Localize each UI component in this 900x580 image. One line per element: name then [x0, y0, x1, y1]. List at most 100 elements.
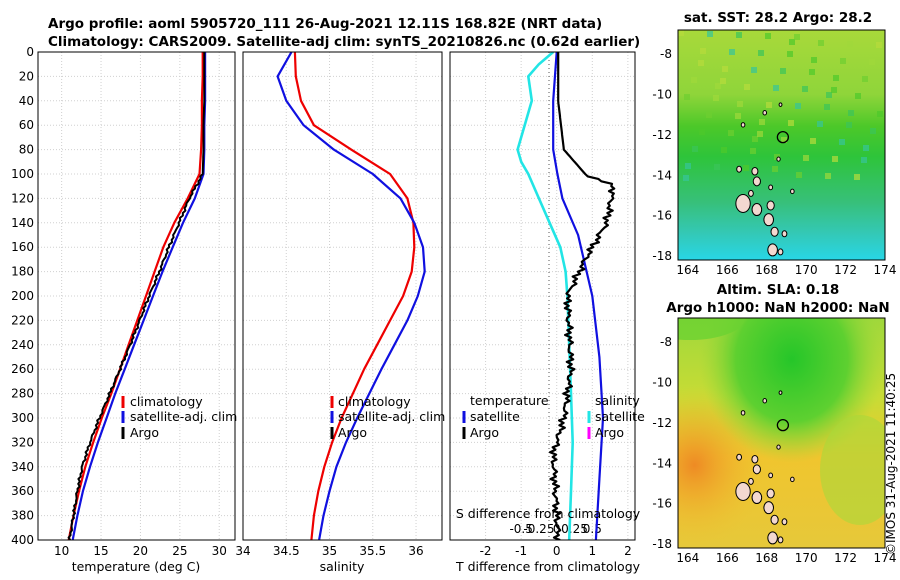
sst-pixel: [833, 75, 839, 81]
depth-tick-label: 280: [11, 387, 34, 401]
island: [748, 477, 754, 485]
sst-pixel: [722, 66, 728, 72]
sst-pixel: [796, 172, 802, 178]
sla-map-title-line1: Altim. SLA: 0.18: [717, 282, 839, 298]
depth-tick-label: 240: [11, 338, 34, 352]
sst-pixel: [840, 58, 846, 64]
temperature-panel: 0 20 40 60 80 100 120 140 160 180 200 220 240 260 280 3…: [11, 45, 237, 574]
sst-pixel: [854, 174, 860, 180]
island: [748, 189, 754, 197]
sst-pixel: [728, 130, 734, 136]
island: [776, 156, 781, 162]
top-tick-label: 0.25: [561, 522, 588, 536]
x-tick-label: -2: [480, 544, 492, 558]
difference-axes-box: [449, 51, 636, 541]
sst-pixel: [683, 175, 689, 181]
temperature-legend: climatology satellite-adj. clim Argo: [121, 394, 237, 440]
legend-climatology: climatology: [338, 394, 411, 409]
island: [777, 536, 784, 544]
lat-tick-label: -16: [652, 209, 672, 223]
island: [768, 184, 774, 191]
x-tick-label: 30: [212, 544, 227, 558]
island: [776, 444, 781, 450]
temperature-tick-labels: 10 15 20 25 30: [54, 544, 227, 558]
lat-tick-label: -10: [652, 88, 672, 102]
island: [751, 491, 763, 505]
imos-watermark: ©IMOS 31-Aug-2021 11:40:25: [884, 373, 898, 555]
depth-tick-labels: 0 20 40 60 80 100 120 140 160 180 200 220 240 260 280 3…: [11, 45, 34, 547]
sst-pixel: [862, 76, 868, 82]
argo-line: [67, 52, 206, 540]
sst-pixel: [751, 67, 757, 73]
lat-tick-label: -12: [652, 416, 672, 430]
lat-tick-label: -18: [652, 249, 672, 263]
sst-pixel: [802, 86, 808, 92]
sst-pixel: [825, 173, 831, 179]
sst-map-ticks: 164 166 168 170 172 174 -8 -10 -12 -14 -16 -18: [652, 47, 896, 277]
island: [740, 122, 746, 128]
sst-pixel: [877, 111, 883, 117]
sst-pixel: [743, 165, 749, 171]
sst-pixel: [781, 137, 787, 143]
lon-tick-label: 166: [716, 263, 739, 277]
legend-temperature-argo: Argo: [470, 425, 499, 440]
sst-pixel: [766, 102, 772, 108]
sst-pixel: [736, 32, 742, 38]
sst-pixel: [773, 85, 779, 91]
temperature-lines: [67, 52, 207, 540]
sst-pixel: [789, 39, 795, 45]
depth-tick-label: 200: [11, 289, 34, 303]
sst-pixel: [811, 57, 817, 63]
sst-pixel: [720, 78, 726, 84]
lon-tick-label: 172: [834, 551, 857, 565]
sst-pixel: [765, 33, 771, 39]
sst-pixel: [817, 121, 823, 127]
lat-tick-label: -10: [652, 376, 672, 390]
temperature-grid: [38, 51, 235, 541]
sst-pixel: [788, 120, 794, 126]
x-tick-label: 34.5: [273, 544, 300, 558]
island: [768, 472, 774, 479]
sst-pixel: [752, 136, 758, 142]
island: [736, 165, 743, 173]
depth-tick-label: 320: [11, 435, 34, 449]
difference-panel: -2 -1 0 1 2 -0.5-0.250 0.250.5 T difference f…: [449, 51, 645, 574]
island: [751, 166, 759, 176]
island: [735, 194, 751, 214]
sst-pixel: [707, 31, 713, 37]
legend-argo: Argo: [130, 425, 159, 440]
sst-pixel: [863, 145, 869, 151]
top-tick-label: 0: [553, 522, 561, 536]
sst-pixel: [832, 156, 838, 162]
lat-tick-label: -18: [652, 537, 672, 551]
sst-map: sat. SST: 28.2 Argo: 28.2 164 166 168 170 17…: [652, 10, 896, 277]
island: [778, 102, 783, 107]
depth-tick-label: 220: [11, 313, 34, 327]
island: [752, 464, 761, 475]
depth-tick-label: 300: [11, 411, 34, 425]
x-tick-label: 35.5: [359, 544, 386, 558]
island: [736, 453, 743, 461]
lon-tick-label: 170: [795, 263, 818, 277]
lon-tick-label: 170: [795, 551, 818, 565]
lon-tick-label: 174: [874, 263, 897, 277]
x-tick-label: 2: [624, 544, 632, 558]
sst-pixel: [715, 83, 721, 89]
sst-pixel: [706, 112, 712, 118]
island: [770, 514, 779, 525]
sst-pixel: [787, 51, 793, 57]
salinity-lines: [276, 52, 426, 540]
lon-tick-label: 168: [755, 551, 778, 565]
salinity-xlabel: salinity: [320, 559, 365, 574]
sla-map-box: [677, 317, 886, 549]
legend-salinity-heading: salinity: [595, 393, 640, 408]
argo-float-marker: [776, 418, 790, 432]
salinity-legend: climatology satellite-adj. clim Argo: [330, 394, 445, 440]
sst-pixel: [847, 41, 853, 47]
sst-pixel: [869, 59, 875, 65]
depth-tick-label: 160: [11, 240, 34, 254]
legend-salinity-satellite: satellite: [595, 409, 645, 424]
island: [763, 213, 774, 227]
depth-tick-label: 0: [26, 45, 34, 59]
x-tick-label: 34: [235, 544, 250, 558]
